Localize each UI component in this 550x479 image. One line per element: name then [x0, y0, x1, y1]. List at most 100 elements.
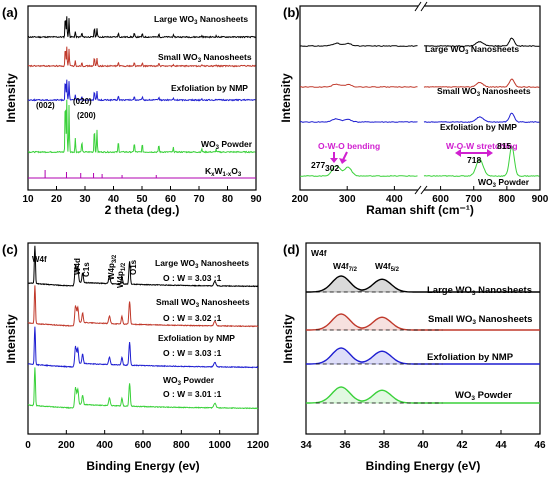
panel-b-x-tick-label: 800 — [499, 194, 516, 205]
panel-c-label-large: Large WO3 Nanosheets — [155, 258, 249, 270]
panel-b-stretching-arrowhead — [487, 149, 493, 157]
panel-b-x-tick-label: 900 — [532, 194, 549, 205]
panel-a-x-tick-label: 90 — [250, 194, 262, 205]
panel-d-x-tick-label: 44 — [495, 440, 507, 451]
panel-c-curves — [27, 245, 259, 410]
panel-c-label-powder: WO3 Powder — [163, 375, 215, 387]
panel-b-x-tick-label: 400 — [386, 194, 403, 205]
panel-d-label-powder: WO3 Powder — [455, 390, 512, 402]
panel-c-label-nmp: Exfoliation by NMP — [158, 333, 235, 343]
panel-c-w4d: W4d — [73, 258, 82, 275]
panel-b-label-powder: WO3 Powder — [478, 177, 530, 189]
panel-b-bending-label: O-W-O bending — [318, 141, 380, 151]
panel-a-series-line — [27, 16, 256, 39]
panel-a-x-tick-label: 40 — [108, 194, 120, 205]
panel-d-x-tick-label: 34 — [300, 440, 312, 451]
panel-b-raman: (b) Intensity Raman shift (cm⁻¹) 200 300 4… — [279, 0, 549, 217]
panel-a-series-line — [27, 46, 256, 68]
panel-b-peak-302: 302 — [325, 163, 339, 173]
panel-d-label-nmp: Exfoliation by NMP — [427, 352, 514, 363]
panel-b-x-tick-label: 600 — [432, 194, 449, 205]
panel-a-miller-200: (200) — [77, 111, 96, 120]
panel-c-x-tick-label: 200 — [58, 440, 75, 451]
panel-b-peak-718: 718 — [467, 155, 481, 165]
panel-a-x-tick-label: 60 — [165, 194, 177, 205]
panel-b-break-mark — [414, 1, 422, 12]
panel-b-ylabel: Intensity — [279, 73, 293, 123]
panel-c-series-line — [27, 326, 259, 369]
panel-b-peak-277: 277 — [311, 160, 325, 170]
panel-c-label: (c) — [2, 242, 18, 257]
panel-c-ratio-small: O : W = 3.02 :1 — [163, 313, 222, 323]
panel-a-miller-020: (020) — [73, 97, 92, 106]
panel-c-ratio-nmp: O : W = 3.03 :1 — [163, 348, 222, 358]
panel-c-x-tick-label: 0 — [25, 440, 31, 451]
panel-d-w4f-title: W4f — [311, 248, 327, 258]
panel-a-label-nmp: Exfoliation by NMP — [171, 83, 248, 93]
panel-a-ylabel: Intensity — [4, 73, 18, 123]
panel-d-x-tick-label: 42 — [456, 440, 468, 451]
panel-a-label-kwo: KxW1-xO3 — [205, 166, 242, 178]
panel-d-x-tick-label: 36 — [339, 440, 351, 451]
panel-b-series-line — [423, 112, 540, 123]
panel-d-label: (d) — [283, 242, 300, 257]
panel-c-c1s: C1s — [82, 262, 91, 277]
panel-b-label: (b) — [283, 5, 300, 20]
panel-b-axis-break — [418, 0, 424, 195]
panel-d-x-tick-label: 38 — [378, 440, 390, 451]
panel-b-stretching-label: W-O-W stretching — [446, 141, 518, 151]
panel-b-curves — [299, 37, 540, 177]
panel-b-peak-815: 815 — [497, 141, 511, 151]
panel-a-label-powder: WO3 Powder — [201, 139, 253, 151]
panel-b-stretching-arrowhead — [455, 149, 461, 157]
panel-d-w4f52: W4f5/2 — [375, 261, 400, 273]
panel-b-x-tick-label: 200 — [292, 194, 309, 205]
panel-b-break-mark — [414, 185, 422, 195]
panel-c-series-line — [27, 285, 259, 328]
panel-d-x-ticks: 34 36 38 40 42 44 46 — [300, 430, 546, 451]
panel-c-ylabel: Intensity — [4, 314, 18, 364]
panel-a-xlabel: 2 theta (deg.) — [105, 203, 180, 217]
panel-b-bending-arrow — [342, 151, 348, 161]
panel-b-series-line — [299, 83, 418, 88]
panel-a-xrd: (a) Intensity 2 theta (deg.) 10 20 30 40 50 6… — [2, 5, 262, 217]
panel-c-w4p32: W4p3/2 — [107, 254, 118, 280]
panel-a-miller-002: (002) — [36, 101, 55, 110]
panel-c-series-line — [27, 245, 259, 288]
panel-d-label-large: Large WO3 Nanosheets — [427, 285, 532, 297]
panel-c-label-small: Small WO3 Nanosheets — [156, 297, 250, 309]
panel-b-label-large: Large WO3 Nanosheets — [425, 44, 519, 56]
panel-a-x-ticks: 10 20 30 40 50 60 70 80 90 — [22, 186, 262, 205]
panel-a-series-line — [28, 99, 256, 154]
panel-c-ratio-large: O : W = 3.03 :1 — [163, 273, 222, 283]
panel-b-x-ticks: 200 300 400 600 700 800 900 — [292, 186, 549, 205]
panel-b-break-mark — [420, 1, 428, 12]
panel-b-series-line — [299, 42, 418, 47]
panel-c-x-tick-label: 1200 — [247, 440, 270, 451]
panel-b-break-mark — [420, 185, 428, 195]
panel-c-x-tick-label: 800 — [173, 440, 190, 451]
panel-a-series-line — [27, 79, 256, 102]
panel-d-frame — [305, 242, 541, 435]
panel-c-ratio-powder: O : W = 3.01 :1 — [163, 389, 222, 399]
panel-b-label-nmp: Exfoliation by NMP — [440, 122, 517, 132]
panel-b-series-line — [423, 37, 540, 48]
panel-d-label-small: Small WO3 Nanosheets — [428, 314, 532, 326]
panel-b-series-line — [299, 165, 418, 177]
panel-c-x-ticks: 0 200 400 600 800 1000 1200 — [25, 430, 270, 451]
panel-b-series-line — [299, 118, 418, 123]
panel-a-x-tick-label: 80 — [222, 194, 234, 205]
panel-c-w4f: W4f — [32, 255, 47, 264]
panel-b-bending-arrowhead — [339, 158, 347, 164]
panel-c-xps-survey: (c) Intensity Binding Energy (ev) 0 200 40… — [2, 242, 270, 473]
panel-c-xlabel: Binding Energy (ev) — [86, 459, 199, 473]
panel-b-x-tick-label: 700 — [465, 194, 482, 205]
panel-d-w4f72: W4f7/2 — [333, 261, 358, 273]
panel-d-xps-w4f: (d) Intensity Binding Energy (eV) 34 36 38… — [281, 242, 546, 473]
panel-b-series-line — [423, 145, 540, 177]
panel-b-xlabel: Raman shift (cm⁻¹) — [366, 203, 474, 217]
panel-d-x-tick-label: 40 — [417, 440, 429, 451]
panel-c-x-tick-label: 400 — [96, 440, 113, 451]
panel-a-x-tick-label: 10 — [22, 194, 34, 205]
